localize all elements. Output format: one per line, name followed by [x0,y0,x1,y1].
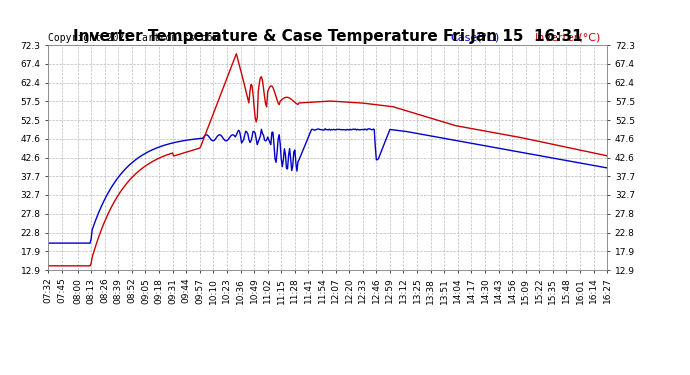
Text: Inverter(°C): Inverter(°C) [535,33,601,43]
Title: Inverter Temperature & Case Temperature Fri Jan 15  16:31: Inverter Temperature & Case Temperature … [73,29,582,44]
Text: Case(°C): Case(°C) [451,33,500,43]
Text: Copyright 2021 Cartronics.com: Copyright 2021 Cartronics.com [48,33,219,43]
